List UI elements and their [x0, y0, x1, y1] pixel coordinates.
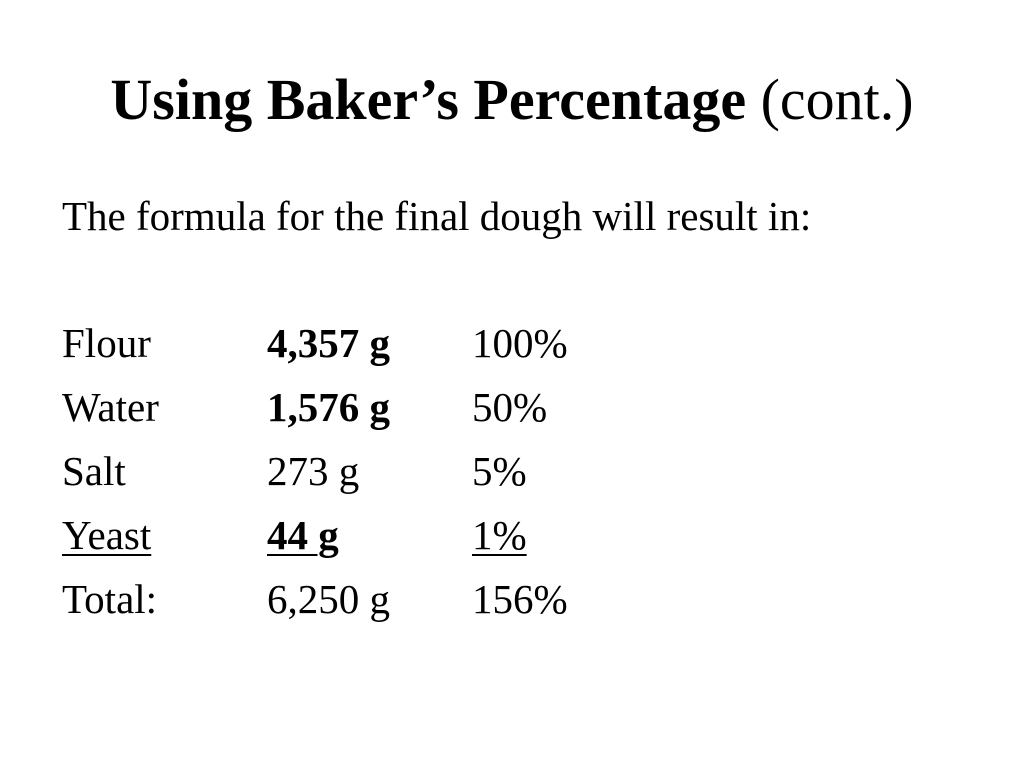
title-bold: Using Baker’s Percentage	[110, 67, 747, 132]
slide-title: Using Baker’s Percentage (cont.)	[0, 64, 1024, 136]
table-cell: 4,357 g	[267, 320, 390, 366]
table-cell: 156%	[472, 576, 568, 622]
table-cell: 1%	[472, 512, 527, 558]
table-cell: Salt	[62, 448, 126, 494]
table-cell: 6,250 g	[267, 576, 390, 622]
table-cell: Water	[62, 384, 159, 430]
table-cell: 273 g	[267, 448, 360, 494]
table-cell: 50%	[472, 384, 548, 430]
title-suffix: (cont.)	[760, 67, 914, 132]
table-cell: Yeast	[62, 512, 152, 558]
table-cell: Total:	[62, 576, 158, 622]
table-cell: 100%	[472, 320, 568, 366]
intro-text: The formula for the final dough will res…	[62, 193, 812, 239]
table-cell: 44 g	[267, 512, 339, 558]
table-cell: 1,576 g	[267, 384, 390, 430]
table-cell: Flour	[62, 320, 151, 366]
table-cell: 5%	[472, 448, 527, 494]
